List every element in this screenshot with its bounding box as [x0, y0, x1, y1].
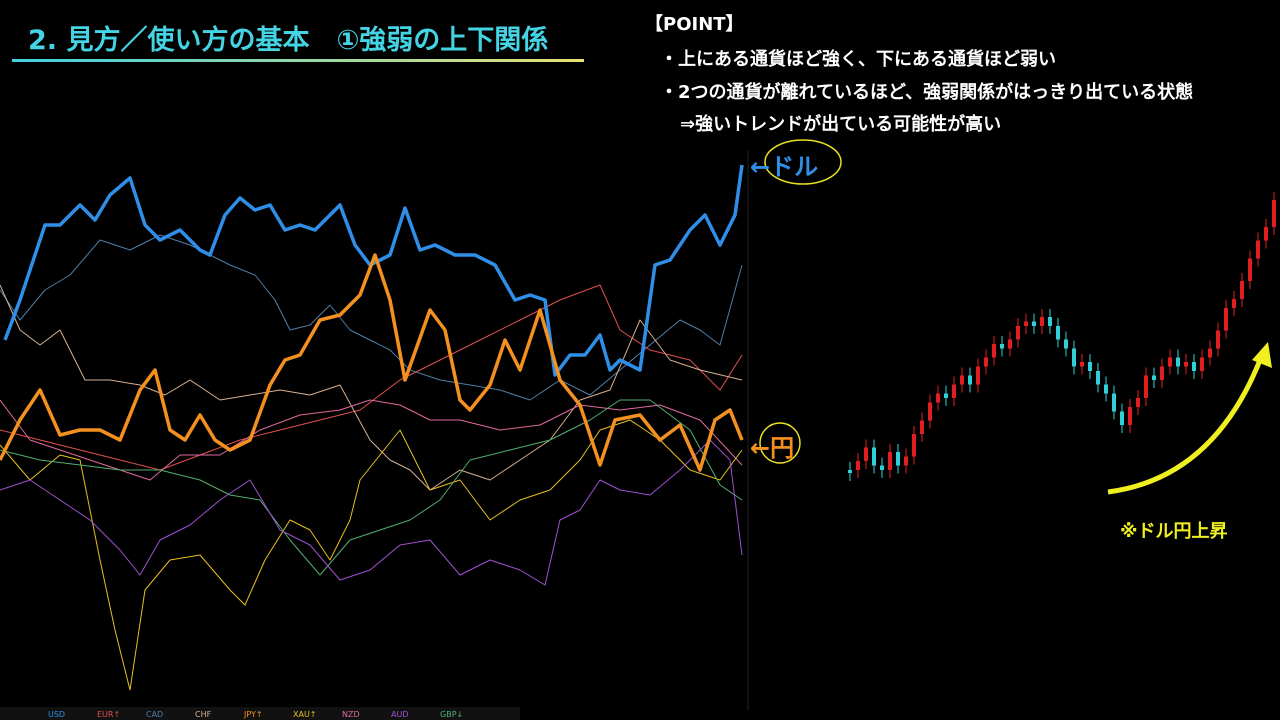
legend: USD EUR↑ CAD CHF JPY↑ XAU↑ NZD AUD GBP↓: [48, 710, 463, 719]
candle-body: [864, 447, 868, 461]
point-bullet: ・上にある通貨ほど強く、下にある通貨ほど弱い: [660, 49, 1056, 70]
title: 2. 見方／使い方の基本 ①強弱の上下関係: [28, 25, 549, 56]
candle-body: [1232, 299, 1236, 308]
candlesticks: [848, 192, 1276, 481]
candle-body: [1080, 362, 1084, 367]
candle-body: [1168, 357, 1172, 367]
candle-body: [936, 393, 940, 403]
candle-body: [1256, 240, 1260, 259]
candle-body: [1184, 362, 1188, 367]
usd-label: ←ドル: [750, 153, 819, 181]
candle-body: [904, 456, 908, 466]
candle-body: [1200, 357, 1204, 371]
cad-line: [0, 234, 743, 401]
legend-item: NZD: [342, 710, 360, 719]
gbp-line: [0, 399, 743, 481]
candle-body: [928, 402, 932, 421]
candle-body: [1112, 393, 1116, 412]
candle-body: [1056, 326, 1060, 340]
candle-body: [944, 393, 948, 398]
candle-body: [992, 344, 996, 358]
candle-body: [1008, 339, 1012, 349]
candle-body: [1120, 411, 1124, 425]
candle-body: [1088, 362, 1092, 371]
candle-body: [1032, 321, 1036, 326]
jpy-line: [0, 253, 744, 472]
candle-body: [1240, 281, 1244, 299]
candle-body: [1136, 398, 1140, 407]
candle-body: [952, 384, 956, 398]
candle-body: [1248, 258, 1252, 281]
trend-arrowhead: [1252, 342, 1272, 368]
candle-body: [1152, 375, 1156, 380]
candle-body: [984, 357, 988, 367]
legend-bar: [0, 707, 520, 720]
legend-item: CHF: [195, 710, 212, 719]
trend-arrow: [1107, 354, 1265, 495]
usd-ring: [764, 139, 842, 185]
point-heading: 【POINT】: [645, 14, 744, 35]
legend-item: USD: [48, 710, 65, 719]
point-bullet: ・2つの通貨が離れているほど、強弱関係がはっきり出ている状態: [660, 82, 1194, 103]
eur-line: [0, 284, 743, 471]
legend-item: JPY↑: [243, 710, 263, 719]
trend-label: ※ドル円上昇: [1120, 521, 1228, 542]
candle-body: [1104, 384, 1108, 394]
candle-body: [1072, 348, 1076, 367]
candle-body: [1024, 321, 1028, 326]
candle-body: [1096, 371, 1100, 385]
candle-body: [856, 461, 860, 470]
candle-body: [1208, 348, 1212, 358]
candle-body: [1144, 375, 1148, 398]
candle-body: [1216, 330, 1220, 349]
point-bullet: ⇒強いトレンドが出ている可能性が高い: [680, 114, 1002, 135]
usd-line: [3, 164, 744, 377]
candle-body: [1040, 317, 1044, 326]
candle-body: [1048, 317, 1052, 326]
jpy-ring: [759, 422, 801, 464]
candle-body: [1192, 362, 1196, 371]
candle-body: [1160, 366, 1164, 380]
candle-body: [896, 452, 900, 466]
aud-line: [0, 439, 743, 586]
title-underline: [12, 59, 584, 62]
candle-body: [1224, 308, 1228, 331]
legend-item: GBP↓: [440, 710, 463, 719]
candle-body: [888, 452, 892, 470]
candle-body: [1016, 326, 1020, 340]
chf-line: [0, 284, 743, 491]
legend-item: XAU↑: [293, 710, 317, 719]
candle-body: [1064, 339, 1068, 349]
candle-body: [920, 420, 924, 434]
candle-body: [1272, 200, 1276, 227]
candle-body: [872, 447, 876, 466]
candle-body: [1176, 357, 1180, 367]
legend-item: AUD: [391, 710, 409, 719]
xau-line: [0, 419, 743, 691]
candle-body: [880, 465, 884, 470]
jpy-label: ←円: [750, 434, 795, 462]
candle-body: [912, 434, 916, 457]
candle-body: [848, 470, 852, 473]
candle-body: [1000, 344, 1004, 349]
candle-body: [968, 375, 972, 385]
legend-item: CAD: [146, 710, 163, 719]
legend-item: EUR↑: [97, 710, 120, 719]
strength-lines: [0, 164, 744, 691]
candle-body: [960, 375, 964, 385]
candle-body: [1264, 227, 1268, 241]
candle-body: [976, 366, 980, 385]
candle-body: [1128, 407, 1132, 425]
nzd-line: [0, 399, 743, 576]
